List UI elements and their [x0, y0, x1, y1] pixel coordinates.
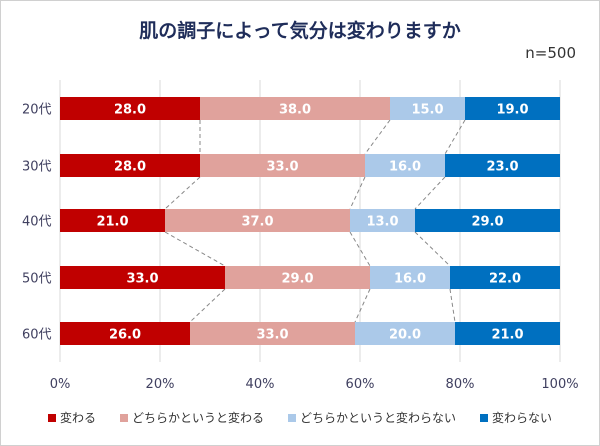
legend-swatch: [119, 413, 128, 422]
legend: 変わる どちらかというと変わる どちらかというと変わらない 変わらない: [0, 409, 600, 426]
series-line: [189, 288, 226, 323]
series-line: [414, 176, 446, 210]
legend-swatch: [47, 413, 56, 422]
bar-segment: [455, 322, 560, 345]
bar-segment: [390, 97, 465, 120]
category-label: 60代: [22, 328, 52, 343]
data-label: 16.0: [389, 160, 421, 175]
category-label: 40代: [22, 215, 52, 230]
bar-segment: [415, 209, 560, 232]
series-line: [349, 176, 366, 210]
data-label: 29.0: [281, 272, 313, 287]
data-label: 33.0: [256, 328, 288, 343]
data-label: 13.0: [366, 215, 398, 230]
bar-segment: [365, 154, 445, 177]
data-label: 15.0: [411, 103, 443, 118]
data-label: 28.0: [114, 103, 146, 118]
bar-segment: [60, 266, 225, 289]
bar-segment: [165, 209, 350, 232]
series-line: [364, 119, 391, 155]
legend-label: どちらかというと変わる: [131, 411, 264, 425]
series-line: [414, 231, 451, 267]
series-line: [444, 119, 466, 155]
sample-size: n=500: [525, 44, 576, 62]
category-label: 30代: [22, 160, 52, 175]
x-tick-label: 40%: [246, 377, 275, 392]
series-line: [354, 288, 371, 323]
legend-item: 変わる: [47, 409, 96, 426]
bar-segment: [200, 154, 365, 177]
x-tick-label: 80%: [446, 377, 475, 392]
data-label: 22.0: [489, 272, 521, 287]
legend-swatch: [480, 413, 489, 422]
x-tick-label: 20%: [146, 377, 175, 392]
legend-label: 変わる: [59, 411, 96, 425]
bar-segment: [60, 209, 165, 232]
bar-segment: [450, 266, 560, 289]
bar-segment: [60, 97, 200, 120]
bar-segment: [60, 322, 190, 345]
data-label: 19.0: [496, 103, 528, 118]
category-label: 20代: [22, 103, 52, 118]
bar-segment: [370, 266, 450, 289]
legend-label: 変わらない: [492, 411, 553, 425]
data-label: 37.0: [241, 215, 273, 230]
data-label: 38.0: [279, 103, 311, 118]
data-label: 16.0: [394, 272, 426, 287]
bar-segment: [465, 97, 560, 120]
data-label: 33.0: [266, 160, 298, 175]
data-label: 33.0: [126, 272, 158, 287]
data-label: 20.0: [389, 328, 421, 343]
bar-segment: [350, 209, 415, 232]
series-line: [164, 176, 201, 210]
bar-segment: [355, 322, 455, 345]
x-tick-label: 100%: [541, 377, 578, 392]
bar-segment: [225, 266, 370, 289]
category-label: 50代: [22, 272, 52, 287]
data-label: 26.0: [109, 328, 141, 343]
series-line: [164, 231, 226, 267]
x-tick-label: 0%: [50, 377, 71, 392]
data-label: 21.0: [96, 215, 128, 230]
data-label: 21.0: [491, 328, 523, 343]
data-label: 23.0: [486, 160, 518, 175]
bar-segment: [60, 154, 200, 177]
data-label: 28.0: [114, 160, 146, 175]
legend-label: どちらかというと変わらない: [300, 411, 457, 425]
legend-item: どちらかというと変わる: [119, 409, 264, 426]
bar-segment: [200, 97, 390, 120]
series-line: [449, 288, 456, 323]
bar-segment: [190, 322, 355, 345]
x-tick-label: 60%: [346, 377, 375, 392]
legend-swatch: [288, 413, 296, 422]
legend-item: 変わらない: [480, 409, 552, 426]
bar-segment: [445, 154, 560, 177]
chart-title: 肌の調子によって気分は変わりますか: [139, 20, 461, 42]
legend-item: どちらかというと変わらない: [288, 409, 456, 426]
data-label: 29.0: [471, 215, 503, 230]
